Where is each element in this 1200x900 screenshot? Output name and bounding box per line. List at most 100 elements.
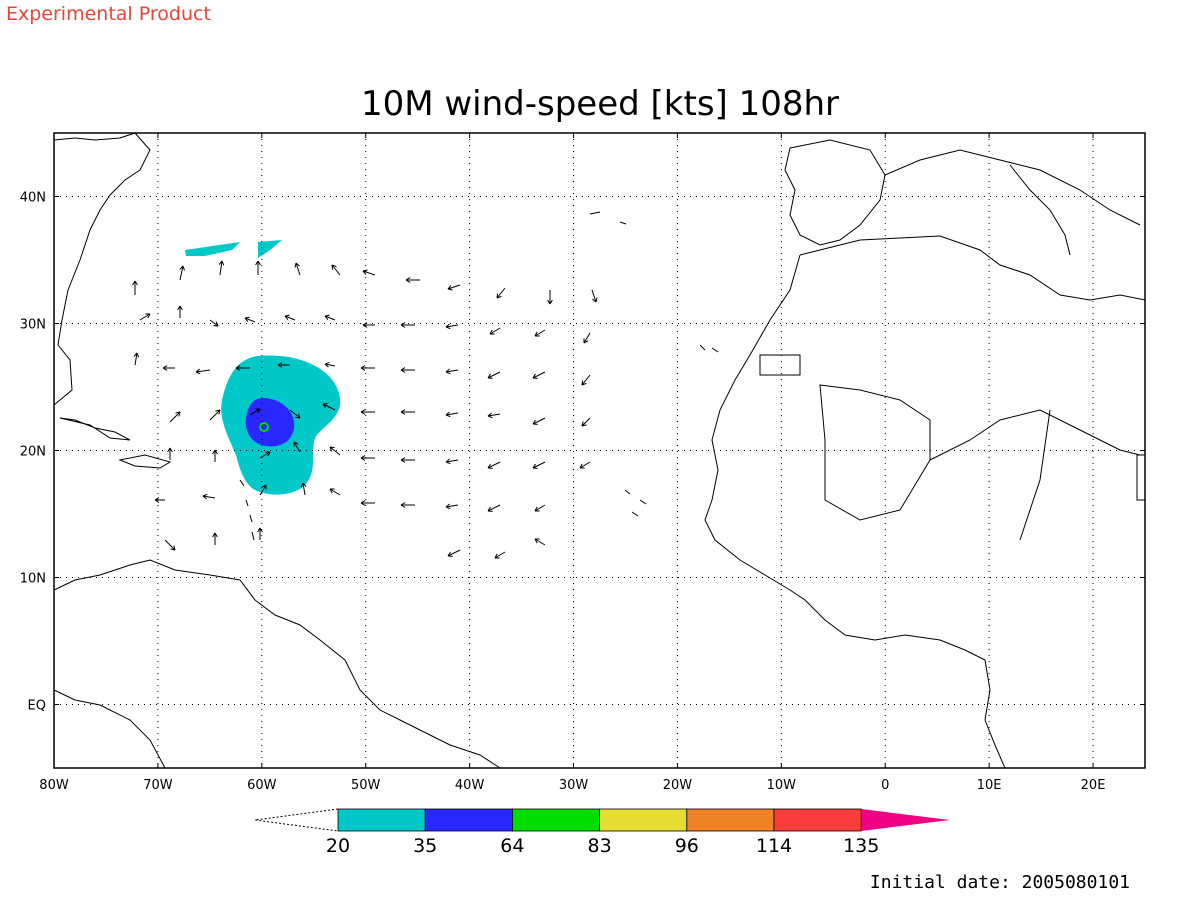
wind-arrow [324,361,336,368]
wind-arrow [132,280,138,295]
wind-arrow [581,374,591,386]
wind-arrow [277,362,290,368]
coastline [1009,164,1071,256]
wind-arrow [360,409,375,415]
wind-arrow [583,332,591,344]
colorbar-right-extension [861,809,950,831]
wind-arrow [400,409,415,415]
experimental-product-label: Experimental Product [6,3,211,25]
wind-arrow [494,551,506,559]
lat-tick-label: 40N [20,191,46,206]
wind-arrow [179,265,185,281]
wind-arrow [447,284,461,291]
coastline [819,384,931,521]
wind-arrow [400,502,415,508]
wind-arrow [212,532,218,545]
wind-arrow [331,264,341,276]
wind-arrow [532,417,546,425]
wind-arrow [139,313,151,321]
wind-arrow [293,441,301,453]
wind-arrow [167,447,173,460]
wind-arrow [547,290,553,305]
lat-tick-label: 10N [20,572,46,587]
lat-tick-label: 20N [20,445,46,460]
coastline [984,659,1006,769]
wind-arrow [162,365,175,371]
coastline [1019,409,1051,541]
wind-arrow [164,539,176,551]
wind-arrow [534,504,546,512]
wind-arrow [487,412,501,419]
wind-vectors [132,260,598,559]
wind-arrow [259,484,267,496]
colorbar-segment [686,808,775,832]
wind-arrow [445,411,459,418]
wind-arrow [496,287,506,299]
wind-arrow [235,365,250,371]
colorbar-segment [599,808,688,832]
wind-arrow [445,503,459,510]
lon-tick-label: 0 [881,778,889,793]
wind-arrow [329,446,341,456]
wind-shade-20kt-patch [258,240,282,258]
wind-arrow [581,417,591,427]
wind-arrow [405,277,420,283]
wind-arrow [400,367,415,373]
wind-arrow [487,504,501,512]
wind-arrow [329,488,341,496]
colorbar: 20 35 64 83 96 114 135 [254,808,950,857]
colorbar-segment [424,808,513,832]
lon-tick-label: 40W [455,778,485,793]
longitude-axis: 80W 70W 60W 50W 40W 30W 20W 10W 0 10E 20E [39,133,1105,793]
wind-arrow [177,305,183,318]
colorbar-label: 64 [500,835,524,857]
wind-arrow [212,449,218,462]
wind-arrow [400,322,415,328]
wind-arrow [255,260,261,275]
wind-arrow [324,314,336,321]
lat-tick-label: 30N [20,318,46,333]
wind-arrow [169,411,181,423]
lon-tick-label: 20E [1081,778,1106,793]
wind-arrow [489,327,501,335]
wind-arrow [447,549,461,557]
wind-arrow [257,527,263,540]
lon-tick-label: 60W [247,778,277,793]
coastline [884,149,1141,226]
wind-arrow [445,458,459,465]
coastline [589,211,627,225]
coastline [759,354,801,376]
wind-arrow [445,368,459,375]
wind-arrow [294,262,301,276]
wind-arrow [195,368,211,375]
wind-arrow [202,493,216,500]
wind-arrow [591,289,598,303]
colorbar-segment [512,808,601,832]
lon-tick-label: 10W [767,778,797,793]
coastline [53,132,151,406]
wind-shade-64kt [259,422,269,432]
coastline [624,344,719,517]
lat-tick-label: EQ [28,699,46,714]
colorbar-label: 20 [326,835,350,857]
colorbar-label: 35 [413,835,437,857]
coastline [59,417,131,441]
coastline [53,559,501,769]
colorbar-label: 83 [588,835,612,857]
wind-shade-20kt-patch [185,242,240,256]
coastlines-borders [53,132,1146,769]
wind-arrow [218,260,225,276]
initial-date-label: Initial date: 2005080101 [870,872,1130,893]
map-area [53,132,1146,769]
coastline [704,254,986,661]
lon-tick-label: 70W [143,778,173,793]
coastline [118,454,172,469]
lon-tick-label: 80W [39,778,69,793]
lon-tick-label: 30W [559,778,589,793]
colorbar-label: 96 [675,835,699,857]
wind-arrow [360,455,375,461]
wind-arrow [400,457,415,463]
coastline [784,139,886,246]
wind-arrow [534,329,546,337]
